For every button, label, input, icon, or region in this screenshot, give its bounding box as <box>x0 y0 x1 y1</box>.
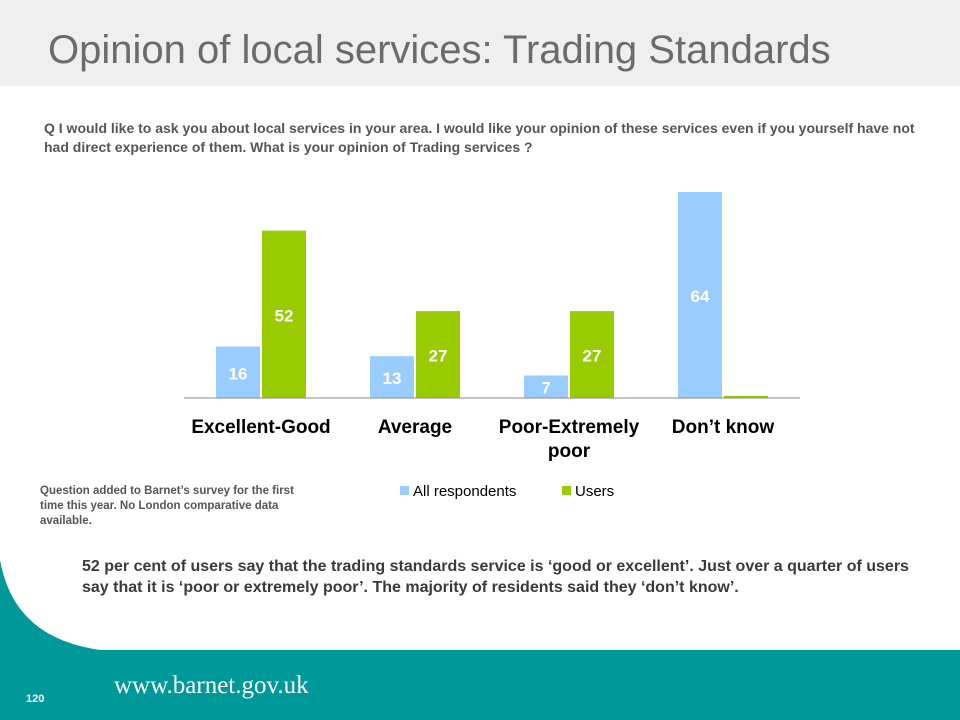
bar-chart: 16 52 Excellent-Good 13 27 Average 7 27 Poor-Ext… <box>184 192 800 500</box>
data-label-all-respondents-2: 7 <box>541 379 550 398</box>
footnote: Question added to Barnet’s survey for th… <box>40 485 294 527</box>
summary-text: 52 per cent of users say that the tradin… <box>82 558 909 596</box>
data-label-all-respondents-0: 16 <box>229 364 248 383</box>
category-label-2: Poor-Extremely poor <box>499 417 640 462</box>
legend-label-users: Users <box>575 483 614 500</box>
bar-all-respondents-3 <box>678 192 722 398</box>
data-label-all-respondents-1: 13 <box>383 369 402 388</box>
bar-users-2 <box>570 311 614 398</box>
survey-question: Q I would like to ask you about local se… <box>44 120 915 155</box>
labels-layer: 16 52 Excellent-Good 13 27 Average 7 27 Poor-Ext… <box>191 287 774 462</box>
page-number: 120 <box>26 693 45 705</box>
category-label-1: Average <box>378 417 452 438</box>
page-title: Opinion of local services: Trading Stand… <box>48 28 831 72</box>
bars-layer <box>216 192 768 398</box>
bar-users-1 <box>416 311 460 398</box>
data-label-users-2: 27 <box>583 347 602 366</box>
category-label-0: Excellent-Good <box>191 417 330 438</box>
title-band <box>0 0 960 86</box>
category-label-3: Don’t know <box>672 417 775 438</box>
bar-all-respondents-2 <box>524 375 568 398</box>
legend-label-all-respondents: All respondents <box>413 483 516 500</box>
data-label-all-respondents-3: 64 <box>691 287 710 306</box>
bar-all-respondents-1 <box>370 356 414 398</box>
legend: All respondents Users <box>400 483 614 500</box>
data-label-users-0: 52 <box>275 306 294 325</box>
legend-swatch-all-respondents <box>400 486 409 495</box>
footer-url[interactable]: www.barnet.gov.uk <box>114 672 309 699</box>
legend-swatch-users <box>562 486 571 495</box>
bar-users-0 <box>262 230 306 398</box>
footer-curve <box>0 560 960 720</box>
bar-all-respondents-0 <box>216 346 260 398</box>
data-label-users-1: 27 <box>429 347 448 366</box>
bar-users-3 <box>724 396 768 398</box>
